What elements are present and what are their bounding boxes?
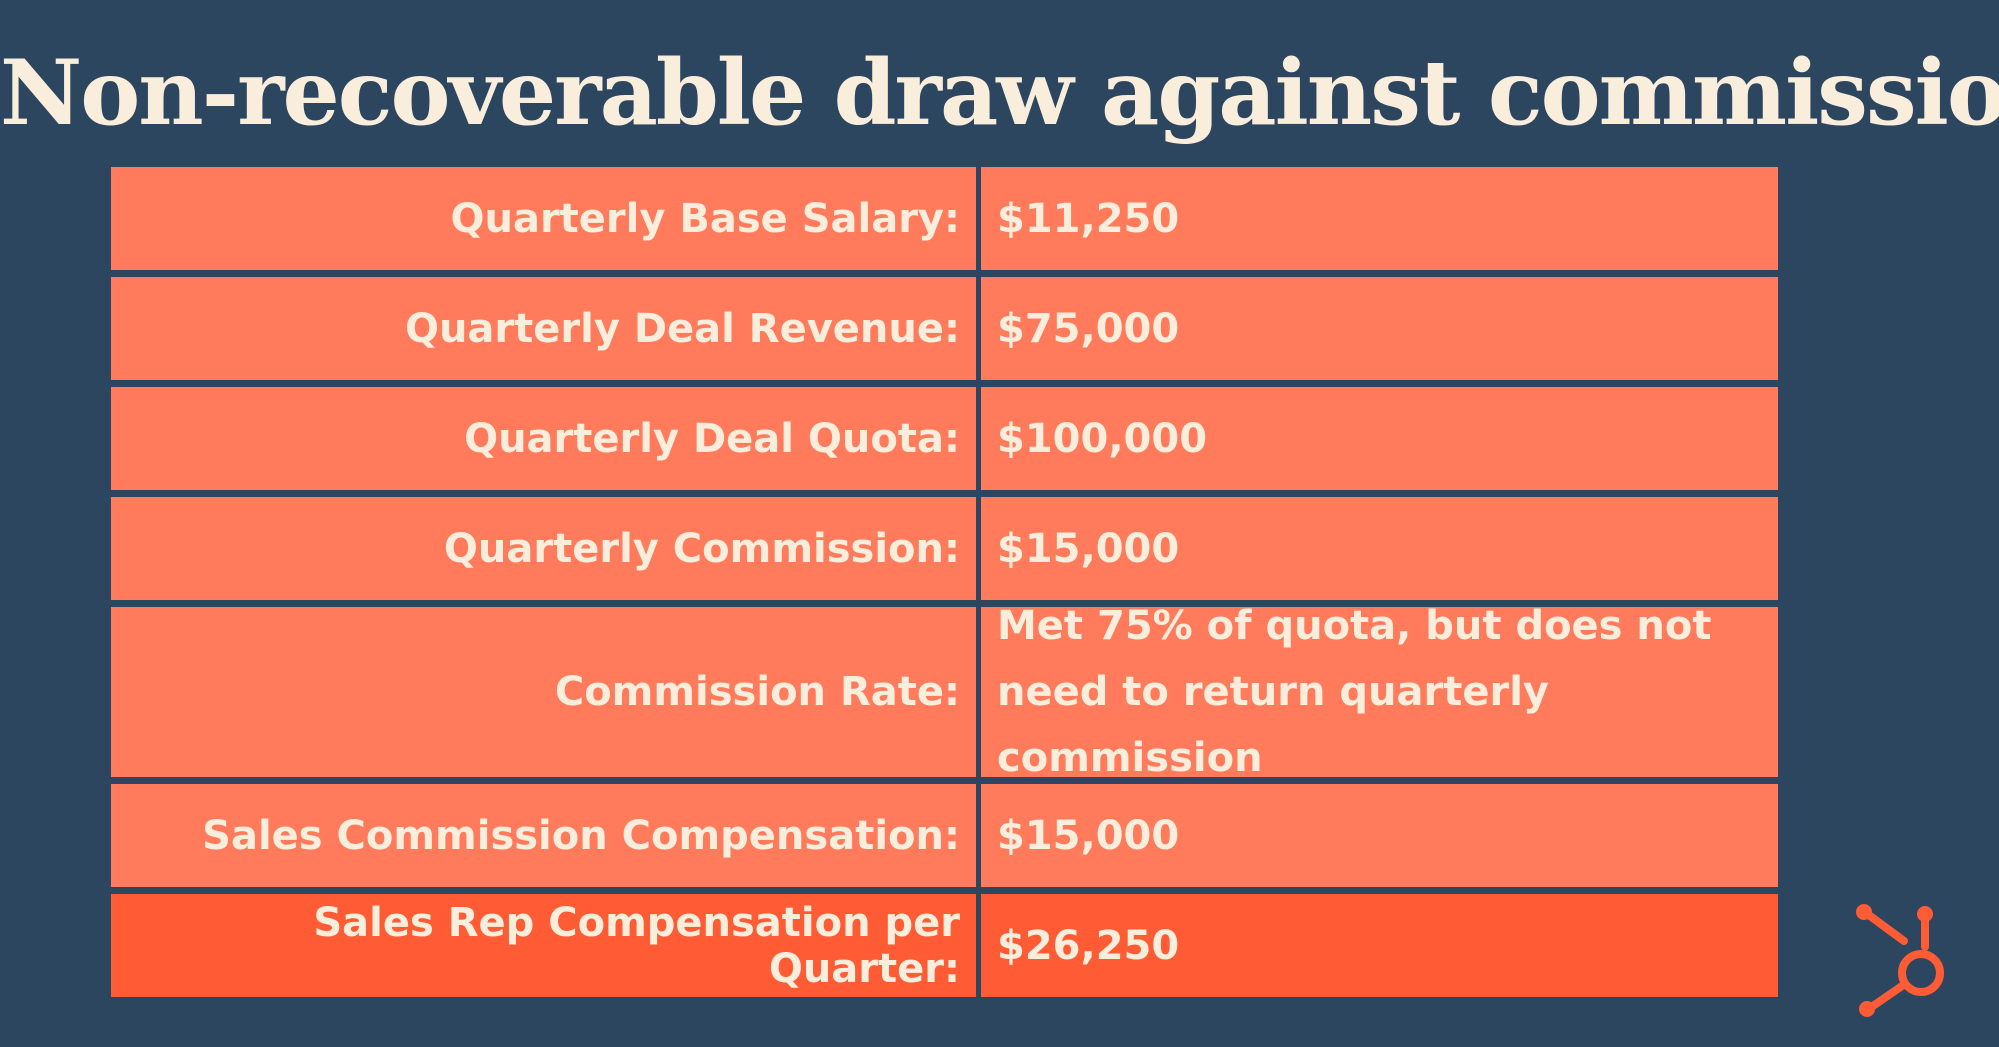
hubspot-sprocket-icon: [1856, 904, 1944, 1017]
row-value: $15,000: [981, 497, 1778, 600]
row-label: Quarterly Commission:: [111, 497, 976, 600]
row-label: Sales Rep Compensation per Quarter:: [111, 894, 976, 997]
row-label: Sales Commission Compensation:: [111, 784, 976, 887]
row-value: $11,250: [981, 167, 1778, 270]
row-value: $15,000: [981, 784, 1778, 887]
row-label: Commission Rate:: [111, 607, 976, 777]
page-title: Non-recoverable draw against commission: [0, 40, 1999, 146]
row-label: Quarterly Deal Quota:: [111, 387, 976, 490]
row-label: Quarterly Deal Revenue:: [111, 277, 976, 380]
row-value: $75,000: [981, 277, 1778, 380]
row-value: $26,250: [981, 894, 1778, 997]
row-value: $100,000: [981, 387, 1778, 490]
row-value: Met 75% of quota, but does not need to r…: [981, 603, 1778, 781]
compensation-table: Quarterly Base Salary: $11,250 Quarterly…: [111, 167, 1778, 1004]
row-label: Quarterly Base Salary:: [111, 167, 976, 270]
